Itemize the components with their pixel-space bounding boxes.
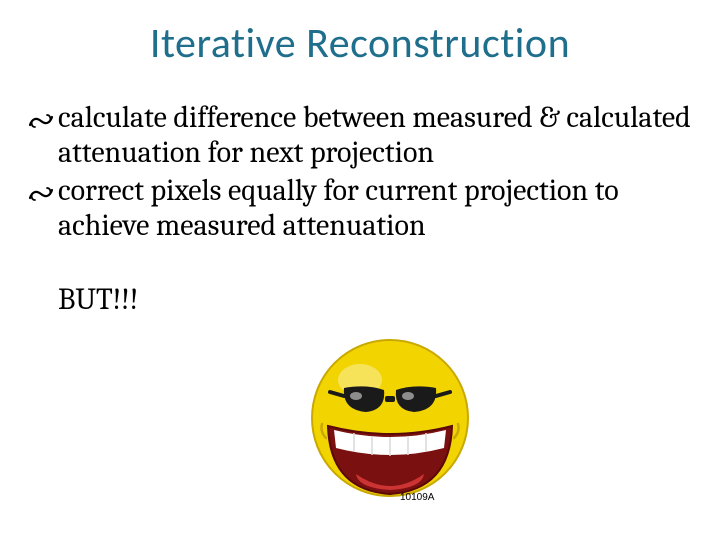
- bullet-text: calculate difference between measured & …: [58, 100, 691, 170]
- flourish-bullet-icon: [28, 106, 54, 128]
- page-title: Iterative Reconstruction: [0, 18, 720, 69]
- bullet-text: correct pixels equally for current proje…: [58, 173, 619, 243]
- body-content: calculate difference between measured & …: [28, 100, 692, 317]
- slide: Iterative Reconstruction calculate diffe…: [0, 0, 720, 540]
- emphasis-text: BUT!!!: [28, 282, 692, 317]
- bullet-item: calculate difference between measured & …: [28, 100, 692, 171]
- flourish-bullet-icon: [28, 179, 54, 201]
- bullet-item: correct pixels equally for current proje…: [28, 173, 692, 244]
- image-caption: 10109A: [400, 492, 434, 503]
- smiley-image: [300, 330, 480, 510]
